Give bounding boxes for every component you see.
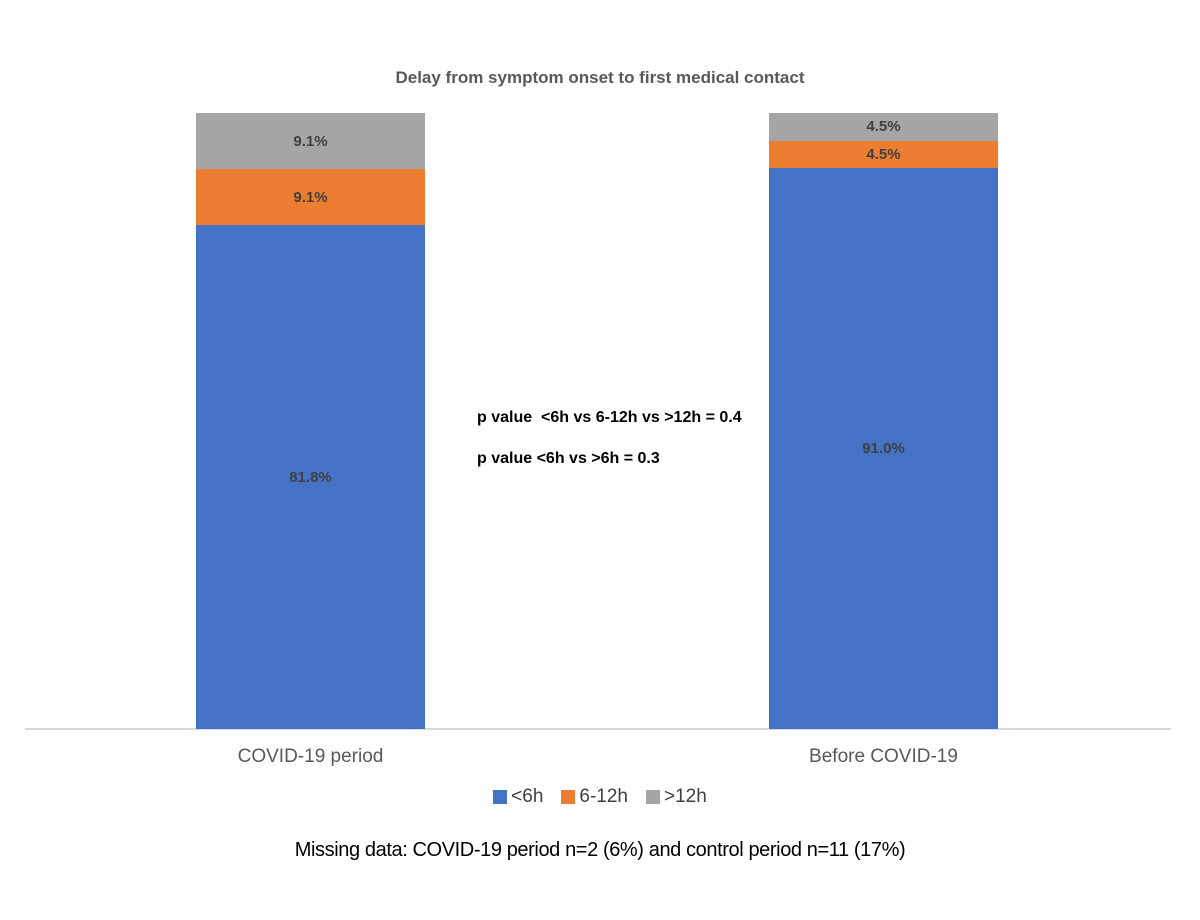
x-axis-line <box>25 728 1171 730</box>
legend-item-6-12h: 6-12h <box>561 786 628 808</box>
bar-segment: 9.1% <box>196 113 425 170</box>
bar-segment-label: 4.5% <box>866 118 901 136</box>
bar-segment: 4.5% <box>769 113 998 141</box>
bar-before-covid-19: 4.5% 4.5% 91.0% <box>769 113 998 729</box>
legend-swatch-6-12h-icon <box>561 790 576 804</box>
legend-label-gt12h: >12h <box>664 786 707 807</box>
bar-segment-label: 81.8% <box>289 468 332 486</box>
legend-swatch-gt12h-icon <box>646 790 661 804</box>
bar-segment: 81.8% <box>196 225 425 729</box>
bar-segment: 4.5% <box>769 140 998 169</box>
bar-covid-19-period: 9.1% 9.1% 81.8% <box>196 113 425 729</box>
p-value-line-2: p value <6h vs >6h = 0.3 <box>477 450 660 467</box>
bar-segment-label: 4.5% <box>866 146 901 164</box>
legend: <6h 6-12h >12h <box>0 786 1200 808</box>
bar-segment-label: 9.1% <box>293 188 328 206</box>
legend-item-lt6h: <6h <box>493 786 543 808</box>
legend-label-lt6h: <6h <box>511 786 544 807</box>
category-label-before-covid: Before COVID-19 <box>809 746 958 767</box>
p-value-annotations: p value <6h vs 6-12h vs >12h = 0.4 p val… <box>477 409 742 468</box>
legend-item-gt12h: >12h <box>646 786 707 808</box>
bar-segment: 91.0% <box>769 168 998 729</box>
bar-segment-label: 91.0% <box>862 440 905 458</box>
legend-label-6-12h: 6-12h <box>579 786 629 807</box>
category-label-covid-period: COVID-19 period <box>237 746 384 767</box>
bar-segment-label: 9.1% <box>293 132 328 150</box>
chart-title: Delay from symptom onset to first medica… <box>395 68 805 87</box>
p-value-line-1: p value <6h vs 6-12h vs >12h = 0.4 <box>477 409 742 426</box>
legend-swatch-lt6h-icon <box>493 790 508 804</box>
bar-segment: 9.1% <box>196 169 425 226</box>
missing-data-note: Missing data: COVID-19 period n=2 (6%) a… <box>294 839 906 861</box>
